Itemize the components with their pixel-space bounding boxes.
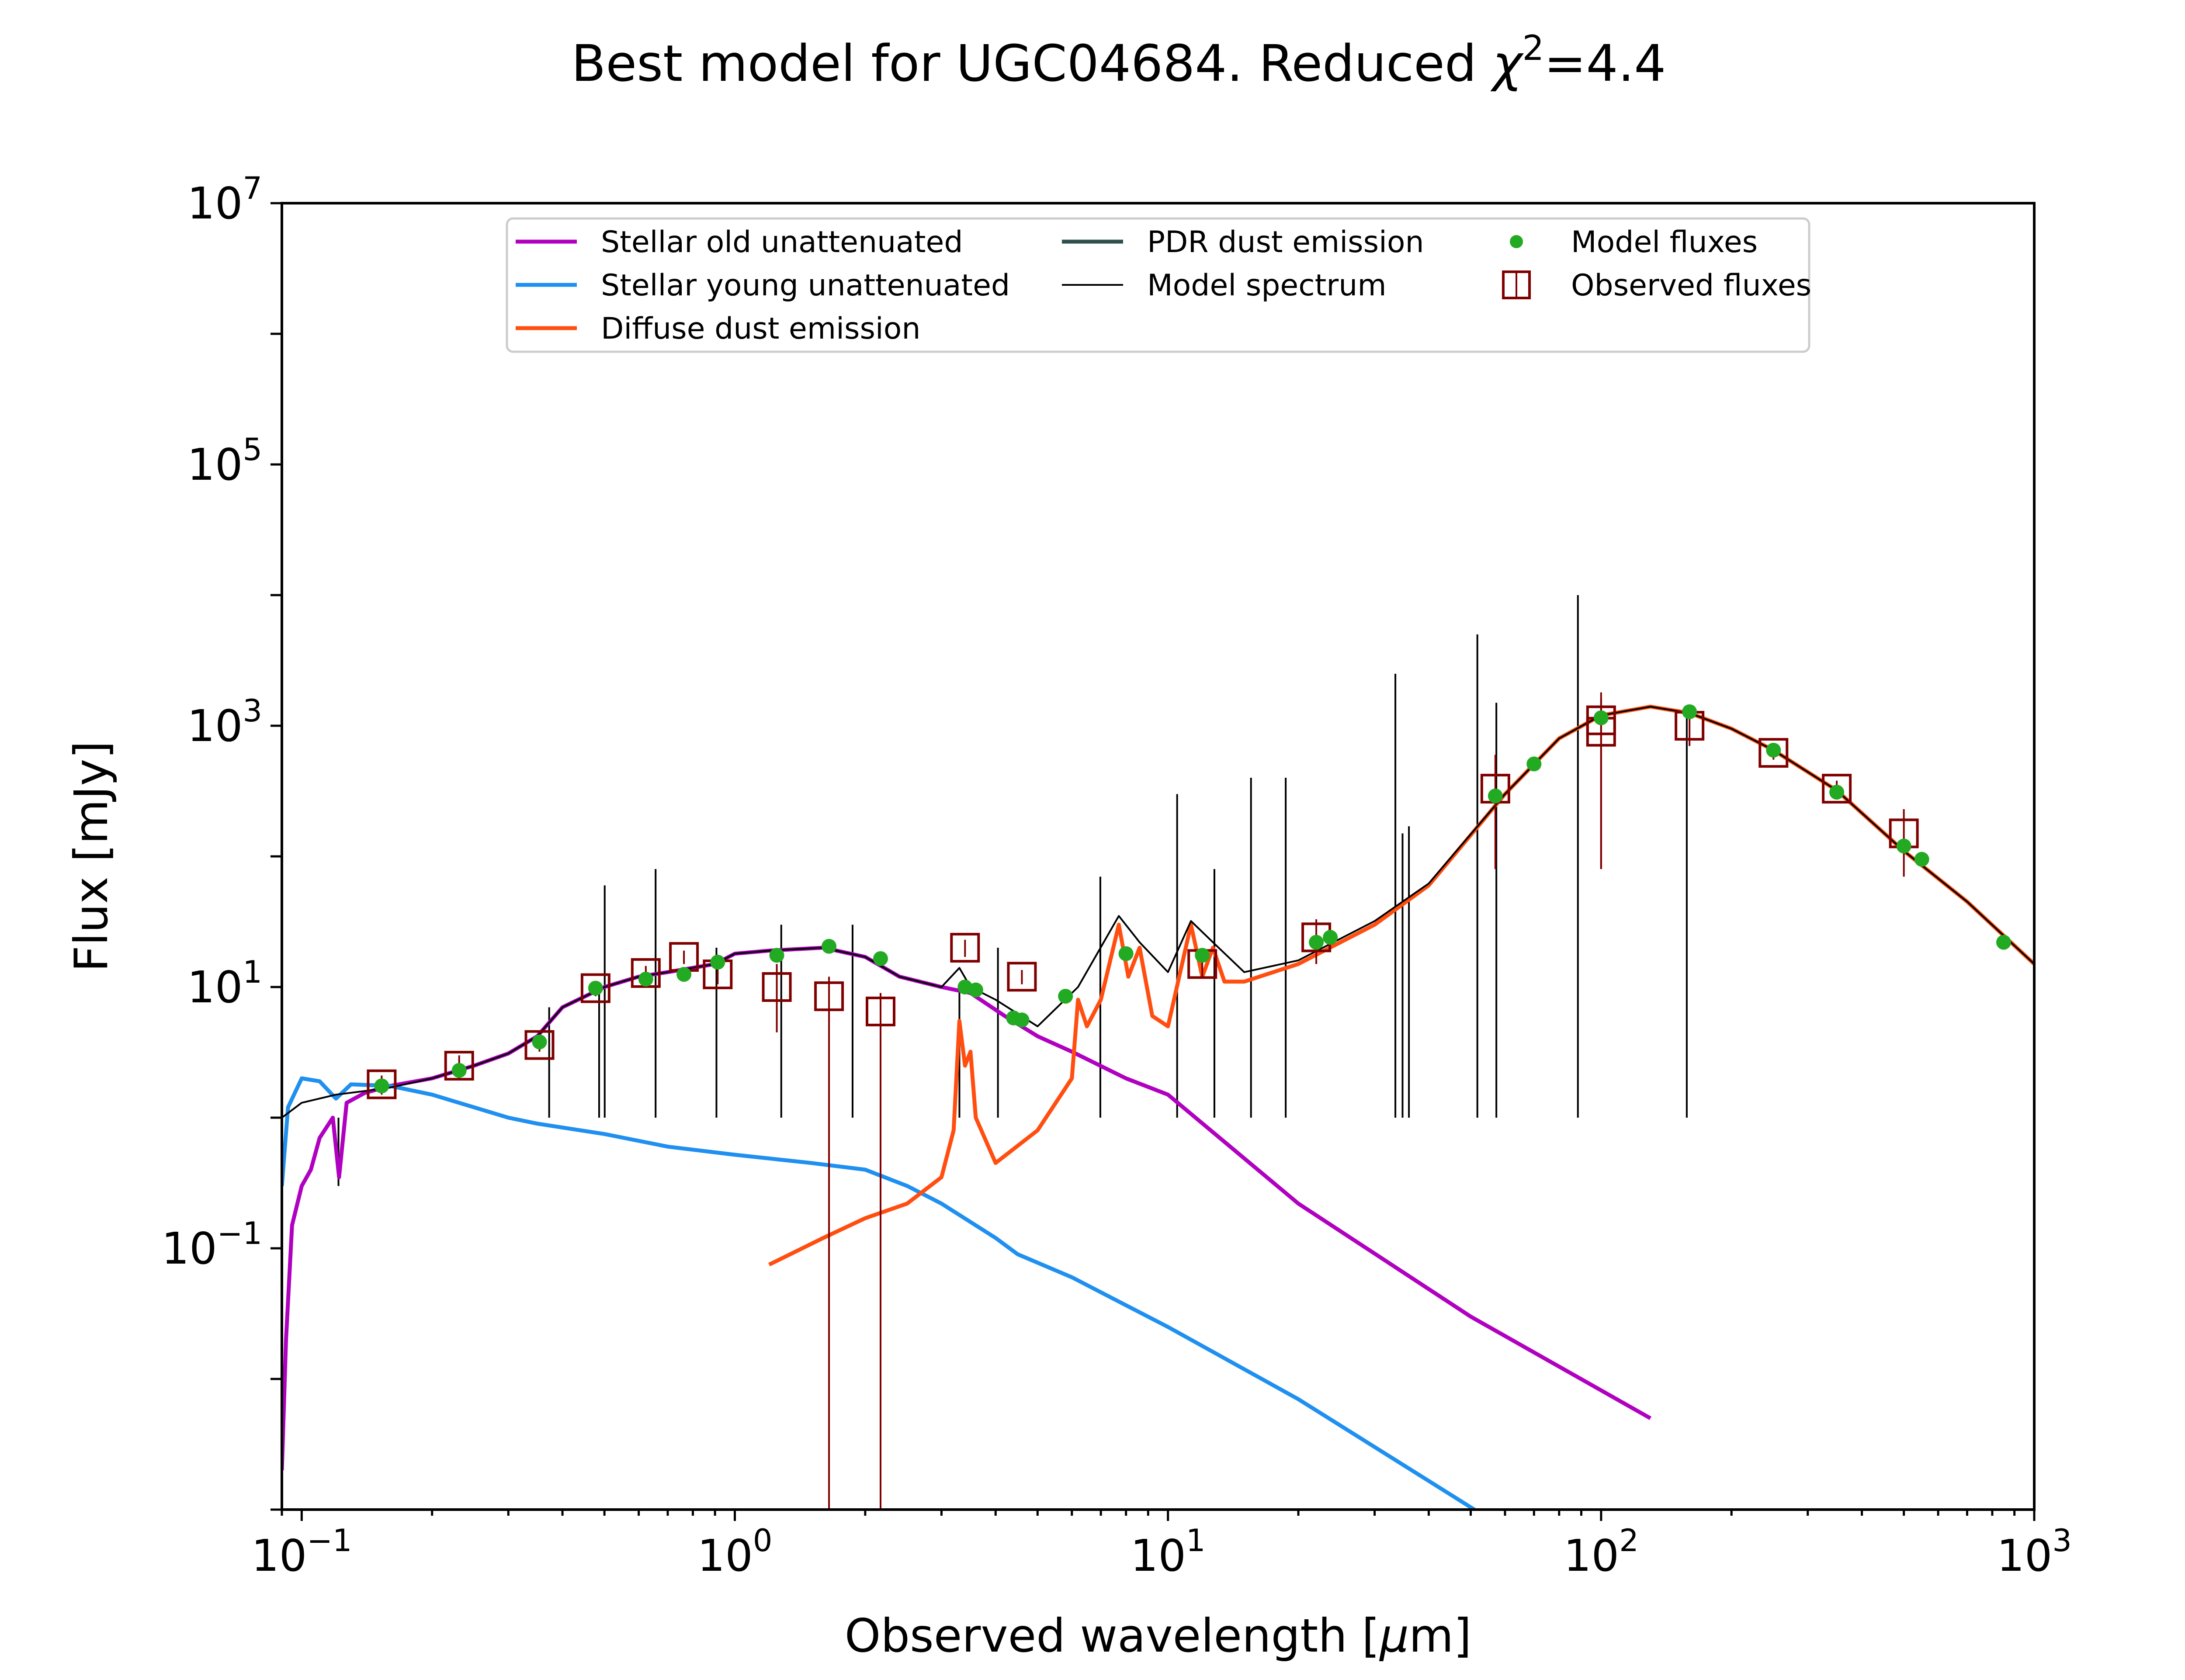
xlabel-tail: m] bbox=[1409, 1609, 1471, 1663]
model-flux-point bbox=[588, 980, 603, 996]
title-main: Best model for UGC04684. Reduced bbox=[572, 35, 1493, 93]
observed-flux-marker bbox=[950, 932, 980, 963]
legend-label: Model fluxes bbox=[1571, 225, 1758, 260]
model-flux-point bbox=[710, 955, 725, 970]
x-tick-label: 101 bbox=[1131, 1523, 1206, 1581]
title-tail: =4.4 bbox=[1544, 35, 1666, 93]
model-flux-point bbox=[1488, 788, 1503, 804]
model-flux-point bbox=[1309, 935, 1324, 950]
model-flux-point bbox=[638, 971, 653, 987]
legend-box bbox=[506, 217, 1810, 353]
title-sup: 2 bbox=[1523, 29, 1544, 68]
x-tick-label: 103 bbox=[1997, 1523, 2072, 1581]
y-tick-label: 101 bbox=[187, 954, 262, 1013]
legend-swatch bbox=[1510, 235, 1523, 248]
observed-flux-marker bbox=[631, 958, 661, 988]
legend-item-model-fluxes: Model fluxes bbox=[1510, 225, 1758, 260]
series-model-spectrum bbox=[282, 706, 2034, 1119]
y-tick-label: 105 bbox=[187, 432, 262, 490]
legend-label: Diffuse dust emission bbox=[601, 312, 920, 346]
model-flux-point bbox=[374, 1078, 389, 1094]
legend-item-diffuse-dust-emission: Diffuse dust emission bbox=[516, 312, 920, 346]
model-flux-point bbox=[873, 951, 888, 966]
observed-flux-marker bbox=[762, 972, 792, 1002]
model-flux-point bbox=[1914, 852, 1929, 867]
legend-item-pdr-dust-emission: PDR dust emission bbox=[1062, 225, 1424, 260]
model-flux-point bbox=[1766, 742, 1781, 758]
model-flux-point bbox=[1682, 704, 1697, 719]
legend-label: Model spectrum bbox=[1147, 268, 1387, 303]
model-flux-point bbox=[1014, 1012, 1030, 1028]
model-flux-point bbox=[676, 967, 692, 982]
model-flux-point bbox=[1829, 785, 1845, 800]
legend-item-observed-fluxes: Observed fluxes bbox=[1502, 268, 1811, 303]
model-flux-point bbox=[1996, 935, 2012, 950]
series-stellar-old-unattenuated bbox=[282, 946, 1652, 1471]
model-flux-point bbox=[1593, 710, 1609, 725]
model-flux-point bbox=[769, 948, 784, 963]
model-flux-point bbox=[1118, 946, 1134, 961]
legend-label: Observed fluxes bbox=[1571, 268, 1811, 303]
observed-flux-marker bbox=[524, 1030, 555, 1060]
legend-label: Stellar young unattenuated bbox=[601, 268, 1010, 303]
legend: Stellar old unattenuated Stellar young un… bbox=[506, 217, 1811, 353]
observed-flux-marker bbox=[444, 1051, 474, 1081]
x-axis-label: Observed wavelength [μm] bbox=[845, 1609, 1472, 1663]
model-flux-point bbox=[532, 1034, 547, 1050]
legend-item-stellar-young-unattenuated: Stellar young unattenuated bbox=[516, 268, 1010, 303]
x-tick-label: 102 bbox=[1564, 1523, 1639, 1581]
model-flux-point bbox=[1526, 756, 1542, 772]
legend-item-stellar-old-unattenuated: Stellar old unattenuated bbox=[516, 225, 963, 260]
model-flux-point bbox=[822, 939, 837, 954]
observed-flux-marker bbox=[1758, 738, 1789, 768]
chart-title: Best model for UGC04684. Reduced χ2=4.4 bbox=[572, 29, 1666, 93]
model-flux-point bbox=[1323, 930, 1338, 945]
y-tick-label: 107 bbox=[187, 170, 262, 229]
model-flux-point bbox=[1896, 838, 1911, 854]
legend-item-model-spectrum: Model spectrum bbox=[1062, 268, 1387, 303]
legend-label: Stellar old unattenuated bbox=[601, 225, 963, 260]
y-axis-label: Flux [mJy] bbox=[65, 741, 118, 972]
axis-ticks: 10−1 100 101 102 103 10−1 101 103 105 107 bbox=[162, 170, 2072, 1581]
legend-label: PDR dust emission bbox=[1147, 225, 1424, 260]
observed-flux-marker bbox=[866, 996, 896, 1026]
y-tick-label: 10−1 bbox=[162, 1216, 262, 1274]
plot-area bbox=[282, 595, 2034, 1510]
x-tick-label: 10−1 bbox=[251, 1523, 352, 1581]
x-tick-label: 100 bbox=[697, 1523, 773, 1581]
observed-flux-marker bbox=[367, 1069, 397, 1099]
series-stellar-young-unattenuated bbox=[282, 1076, 1476, 1510]
observed-flux-marker bbox=[814, 981, 844, 1011]
model-flux-point bbox=[451, 1063, 467, 1078]
observed-flux-marker bbox=[1007, 962, 1037, 992]
title-chi: χ bbox=[1490, 35, 1524, 93]
xlabel-mu: μ bbox=[1379, 1609, 1409, 1663]
plot-frame bbox=[281, 202, 2036, 1511]
model-flux-point bbox=[1058, 989, 1073, 1004]
model-flux-point bbox=[968, 982, 983, 998]
model-flux-point bbox=[1195, 948, 1210, 963]
observed-flux-marker bbox=[1822, 773, 1852, 804]
observed-flux-marker bbox=[580, 973, 610, 1003]
y-tick-label: 103 bbox=[187, 693, 262, 752]
xlabel-main: Observed wavelength [ bbox=[845, 1609, 1380, 1663]
